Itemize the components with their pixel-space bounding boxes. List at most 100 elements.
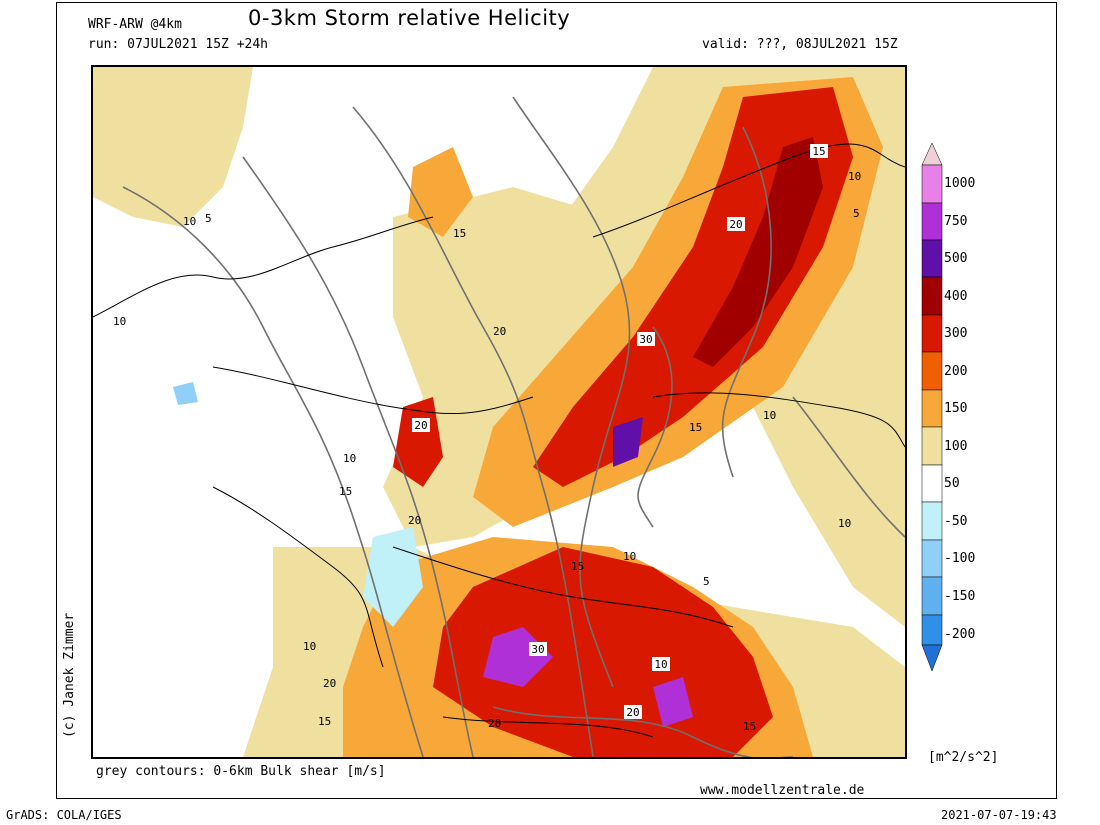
colorbar-cell (921, 501, 943, 541)
colorbar-cap-top (921, 142, 943, 166)
contour-label-10b: 10 (113, 315, 126, 328)
contour-label-10d: 10 (763, 409, 776, 422)
colorbar-units: [m^2/s^2] (928, 750, 999, 765)
colorbar-cell (921, 576, 943, 616)
svg-text:20: 20 (414, 419, 427, 432)
colorbar-cells (921, 142, 943, 672)
colorbar-cell (921, 426, 943, 466)
colorbar-label: -100 (944, 551, 975, 566)
colorbar-label: 100 (944, 439, 967, 454)
border-east (592, 143, 905, 238)
contour-label-15a: 15 (453, 227, 466, 240)
contour-label-20-west: 20 (412, 418, 430, 432)
field-pale-north (93, 67, 253, 227)
shear-contour-30b (721, 126, 772, 478)
field-blue-small (173, 382, 198, 405)
contour-label-10g: 10 (848, 170, 861, 183)
shear-contour-south (492, 706, 793, 757)
field-pale-centre (383, 187, 693, 547)
shear-contour-15 (352, 106, 594, 757)
colorbar-label: 200 (944, 364, 967, 379)
contour-label-30: 30 (637, 332, 655, 346)
contours-note: grey contours: 0-6km Bulk shear [m/s] (96, 764, 386, 779)
colorbar-cell (921, 202, 943, 241)
colorbar-cell (921, 164, 943, 204)
colorbar-label: 1000 (944, 176, 975, 191)
contour-label-15f: 15 (571, 560, 584, 573)
coastline-north (93, 216, 434, 318)
colorbar-label: 500 (944, 251, 967, 266)
contour-label-10a: 10 (183, 215, 196, 228)
helicity-map[interactable]: 30 30 20 20 20 10 15 5 10 10 15 20 (91, 65, 907, 759)
run-label: run: 07JUL2021 15Z +24h (88, 37, 269, 52)
contour-label-10e: 10 (838, 517, 851, 530)
field-red-west-blob (393, 397, 443, 487)
contour-label-20a: 20 (493, 325, 506, 338)
svg-text:20: 20 (626, 706, 639, 719)
colorbar-label: -150 (944, 589, 975, 604)
website-link[interactable]: www.modellzentrale.de (700, 783, 865, 798)
colorbar-cell (921, 539, 943, 578)
colorbar-label: 750 (944, 214, 967, 229)
contour-label-20b: 20 (408, 514, 421, 527)
helicity-colorbar: 1000 750 500 400 300 200 150 100 50 -50 … (921, 142, 975, 672)
svg-text:10: 10 (654, 658, 667, 671)
field-purple-core (613, 417, 643, 467)
border-southwest (212, 486, 384, 668)
shear-contour-5 (122, 186, 424, 757)
colorbar-label: 50 (944, 476, 960, 491)
colorbar-cell (921, 464, 943, 503)
shear-contour-east-10 (792, 396, 905, 538)
colorbar-cell (921, 276, 943, 316)
colorbar-label: -200 (944, 627, 975, 642)
contour-label-10: 10 (652, 657, 670, 671)
colorbar-label: -50 (944, 514, 967, 529)
border-far-south (442, 716, 654, 738)
author-credit: (c) Janek Zimmer (62, 612, 77, 738)
border-south (392, 546, 734, 628)
contour-label-5b: 5 (853, 207, 860, 220)
contour-label-5a: 5 (205, 212, 212, 225)
figure-frame (56, 2, 1057, 799)
shear-contour-10 (242, 156, 474, 757)
model-label: WRF-ARW @4km (88, 17, 182, 32)
border-southeast (652, 392, 905, 448)
field-purple-southeast (653, 677, 693, 727)
contour-label-5c: 5 (703, 575, 710, 588)
contour-label-20-east: 20 (727, 217, 745, 231)
colorbar-cell (921, 239, 943, 278)
svg-text:20: 20 (729, 218, 742, 231)
contour-label-20c: 20 (488, 717, 501, 730)
contour-label-10h: 10 (623, 550, 636, 563)
border-central (212, 366, 534, 415)
contour-label-15: 15 (810, 144, 828, 158)
svg-text:30: 30 (531, 643, 544, 656)
contour-label-10c: 10 (343, 452, 356, 465)
valid-time-label: valid: ???, 08JUL2021 15Z (702, 37, 898, 52)
render-timestamp: 2021-07-07-19:43 (941, 808, 1057, 822)
svg-text:15: 15 (812, 145, 825, 158)
contour-label-15e: 15 (318, 715, 331, 728)
bulk-shear-contours (122, 96, 905, 757)
svg-text:30: 30 (639, 333, 652, 346)
grads-credit: GrADS: COLA/IGES (6, 808, 122, 822)
colorbar-cell (921, 351, 943, 391)
colorbar-cell (921, 614, 943, 646)
colorbar-labels: 1000 750 500 400 300 200 150 100 50 -50 … (944, 176, 975, 642)
contour-labels: 30 30 20 20 20 10 15 5 10 10 15 20 (113, 144, 861, 733)
contour-label-15c: 15 (689, 421, 702, 434)
colorbar-cap-bottom (921, 644, 943, 672)
contour-label-20d: 20 (323, 677, 336, 690)
field-dark-red (693, 137, 823, 367)
shear-contour-30a (637, 326, 673, 528)
contour-label-20-south: 20 (624, 705, 642, 719)
colorbar-cell (921, 314, 943, 353)
contour-label-15b: 15 (339, 485, 352, 498)
contour-label-10f: 10 (303, 640, 316, 653)
colorbar-label: 300 (944, 326, 967, 341)
map-title: 0-3km Storm relative Helicity (248, 6, 571, 30)
colorbar-label: 150 (944, 401, 967, 416)
contour-label-30-south: 30 (529, 642, 547, 656)
colorbar-label: 400 (944, 289, 967, 304)
colorbar-cell (921, 389, 943, 428)
